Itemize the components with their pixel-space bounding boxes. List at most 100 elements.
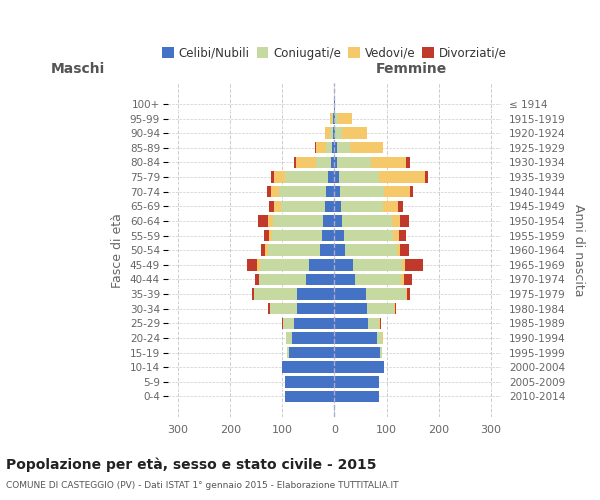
Bar xyxy=(316,142,326,154)
Bar xyxy=(334,362,384,373)
Bar xyxy=(260,259,310,270)
Bar xyxy=(406,288,407,300)
Bar xyxy=(332,113,334,124)
Bar xyxy=(383,200,398,212)
Bar xyxy=(334,142,337,154)
Bar xyxy=(335,113,338,124)
Bar xyxy=(286,172,328,182)
Bar xyxy=(334,113,335,124)
Bar xyxy=(294,318,334,329)
Bar xyxy=(334,156,337,168)
Bar xyxy=(258,215,268,226)
Bar xyxy=(269,230,272,241)
Bar xyxy=(405,259,423,270)
Bar xyxy=(365,288,406,300)
Bar xyxy=(330,128,333,139)
Bar xyxy=(380,347,382,358)
Bar xyxy=(334,274,355,285)
Bar xyxy=(254,288,297,300)
Bar xyxy=(384,186,410,198)
Bar xyxy=(406,156,410,168)
Bar xyxy=(285,391,334,402)
Bar xyxy=(268,303,270,314)
Bar xyxy=(297,303,334,314)
Bar xyxy=(254,274,259,285)
Bar xyxy=(325,200,334,212)
Bar xyxy=(274,172,286,182)
Bar xyxy=(315,142,316,154)
Bar xyxy=(334,215,342,226)
Bar xyxy=(334,259,353,270)
Bar xyxy=(334,172,338,182)
Bar xyxy=(344,230,394,241)
Bar xyxy=(377,332,382,344)
Bar xyxy=(338,172,379,182)
Bar xyxy=(392,215,400,226)
Bar xyxy=(271,186,279,198)
Bar xyxy=(325,128,330,139)
Legend: Celibi/Nubili, Coniugati/e, Vedovi/e, Divorziati/e: Celibi/Nubili, Coniugati/e, Vedovi/e, Di… xyxy=(157,42,512,64)
Bar xyxy=(334,200,341,212)
Bar xyxy=(340,186,384,198)
Bar xyxy=(334,186,340,198)
Bar xyxy=(410,186,413,198)
Bar xyxy=(274,215,323,226)
Bar xyxy=(402,259,405,270)
Bar xyxy=(337,142,350,154)
Bar xyxy=(380,318,381,329)
Bar xyxy=(271,172,274,182)
Bar xyxy=(334,347,380,358)
Bar xyxy=(342,128,367,139)
Bar xyxy=(395,303,397,314)
Bar xyxy=(334,128,335,139)
Bar xyxy=(322,230,334,241)
Bar xyxy=(394,303,395,314)
Bar xyxy=(247,259,257,270)
Bar xyxy=(371,156,406,168)
Bar xyxy=(306,274,334,285)
Bar xyxy=(337,156,371,168)
Bar xyxy=(257,259,260,270)
Bar xyxy=(379,318,380,329)
Bar xyxy=(274,200,281,212)
Bar xyxy=(251,288,254,300)
Y-axis label: Anni di nascita: Anni di nascita xyxy=(572,204,585,296)
Bar xyxy=(341,200,383,212)
Bar xyxy=(326,142,332,154)
Text: Maschi: Maschi xyxy=(50,62,105,76)
Bar xyxy=(333,128,334,139)
Bar xyxy=(350,142,383,154)
Bar xyxy=(266,186,271,198)
Bar xyxy=(355,274,401,285)
Bar xyxy=(310,259,334,270)
Bar xyxy=(398,230,406,241)
Bar xyxy=(272,230,322,241)
Bar xyxy=(264,230,269,241)
Bar xyxy=(334,332,377,344)
Bar xyxy=(334,391,379,402)
Bar xyxy=(368,318,379,329)
Bar xyxy=(353,259,402,270)
Bar xyxy=(268,215,274,226)
Bar xyxy=(268,244,320,256)
Bar xyxy=(331,156,334,168)
Bar xyxy=(334,318,368,329)
Bar xyxy=(281,200,325,212)
Text: Popolazione per età, sesso e stato civile - 2015: Popolazione per età, sesso e stato civil… xyxy=(6,458,377,472)
Bar xyxy=(316,156,331,168)
Bar xyxy=(283,362,334,373)
Bar xyxy=(326,186,334,198)
Y-axis label: Fasce di età: Fasce di età xyxy=(111,212,124,288)
Bar xyxy=(334,303,367,314)
Bar xyxy=(394,230,398,241)
Bar xyxy=(367,303,394,314)
Bar xyxy=(265,244,268,256)
Bar xyxy=(270,303,297,314)
Bar xyxy=(425,172,428,182)
Bar xyxy=(338,113,352,124)
Bar xyxy=(345,244,397,256)
Bar xyxy=(330,113,332,124)
Bar xyxy=(259,274,306,285)
Bar xyxy=(289,347,334,358)
Bar xyxy=(297,288,334,300)
